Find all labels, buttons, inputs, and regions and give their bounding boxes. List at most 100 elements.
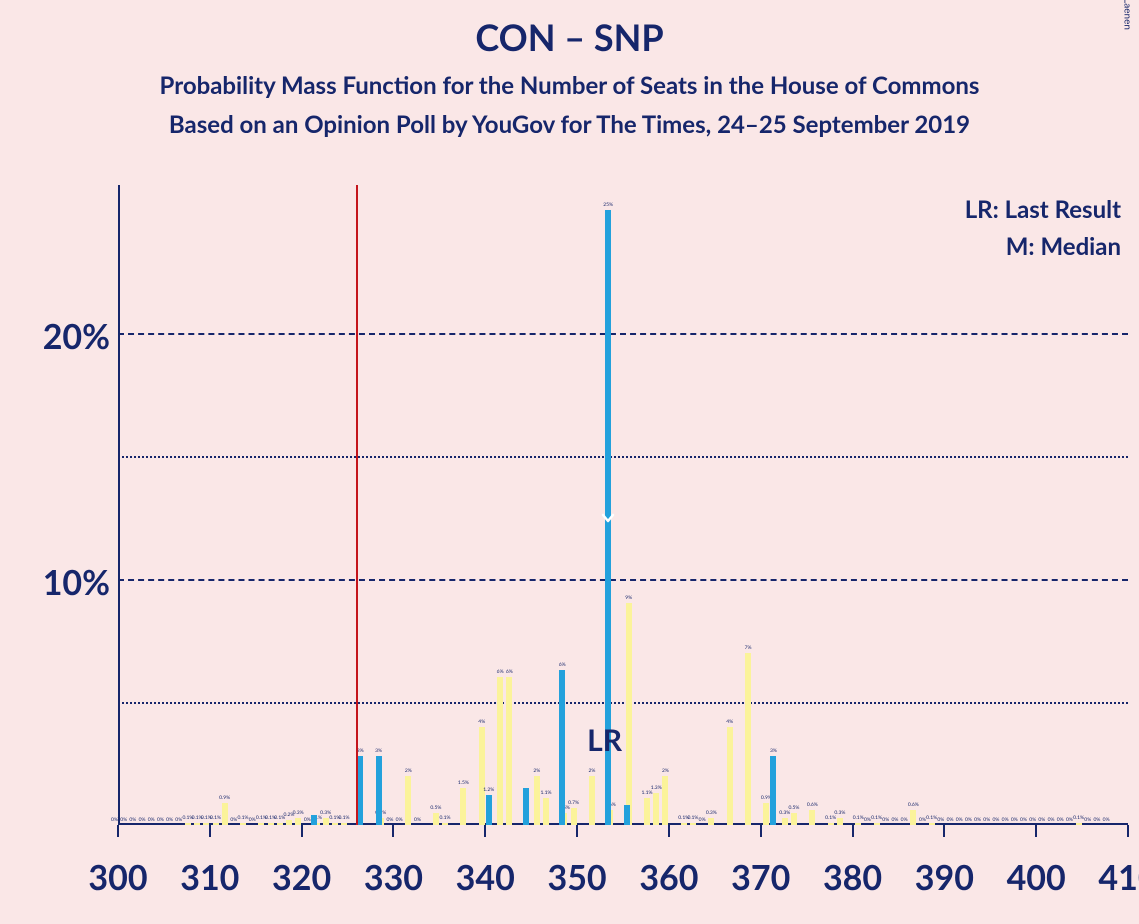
bar-yellow-label: 0%	[120, 817, 127, 823]
gridline	[118, 702, 1128, 704]
bar-blue	[311, 815, 317, 825]
bar-yellow-label: 0%	[992, 817, 999, 823]
x-axis-labels: 300310320330340350360370380390400410	[118, 842, 1128, 902]
bar-yellow-label: 0%	[974, 817, 981, 823]
y-tick-label: 10%	[43, 562, 110, 603]
bar-yellow	[534, 776, 540, 825]
bar-yellow-label: 0.3%	[834, 810, 845, 816]
y-axis-labels: 10% 20%	[20, 185, 110, 825]
bar-yellow	[763, 803, 769, 825]
bar-yellow	[460, 788, 466, 825]
median-arrow-icon	[601, 511, 615, 530]
bar-yellow	[855, 823, 861, 825]
bar-yellow-label: 0%	[1002, 817, 1009, 823]
bar-yellow-label: 0%	[304, 817, 311, 823]
gridline	[118, 456, 1128, 458]
bar-yellow-label: 0.7%	[568, 800, 579, 806]
bar-yellow-label: 0%	[1103, 817, 1110, 823]
bar-yellow	[662, 776, 668, 825]
bar-yellow	[929, 823, 935, 825]
x-tick-label: 390	[915, 857, 974, 898]
plot-area: 0%0%0%0%0%0%0%0%0.1%0.1%0.1%0.1%0.9%0%0.…	[118, 185, 1128, 825]
bar-yellow-label: 0%	[919, 817, 926, 823]
x-tick-label: 320	[272, 857, 331, 898]
bar-yellow-label: 0.9%	[219, 795, 230, 801]
bar-yellow-label: 2%	[405, 768, 412, 774]
x-tick	[392, 825, 394, 837]
bar-yellow	[690, 823, 696, 825]
bar-yellow-label: 0%	[111, 817, 118, 823]
bar-yellow-label: 0.3%	[706, 810, 717, 816]
bar-yellow	[727, 727, 733, 825]
bar-yellow-label: 4%	[478, 719, 485, 725]
bar-yellow-label: 0%	[891, 817, 898, 823]
bar-blue	[559, 670, 565, 825]
bar-yellow	[809, 810, 815, 825]
chart-title: CON – SNP	[0, 15, 1139, 59]
bar-yellow-label: 0%	[1029, 817, 1036, 823]
bar-yellow	[442, 823, 448, 825]
bar-yellow	[194, 823, 200, 825]
bar-blue-label: 3%	[357, 748, 364, 754]
bar-yellow-label: 0%	[937, 817, 944, 823]
bar-yellow-label: 0.1%	[238, 815, 249, 821]
bar-blue	[624, 805, 630, 825]
bar-blue	[376, 756, 382, 825]
bar-yellow-label: 1.1%	[541, 790, 552, 796]
bar-yellow	[323, 818, 329, 825]
bar-yellow	[286, 820, 292, 825]
bar-blue-label: 3%	[770, 748, 777, 754]
x-tick-label: 360	[639, 857, 698, 898]
bar-yellow	[497, 677, 503, 825]
x-tick-label: 350	[547, 857, 606, 898]
bar-blue-label: 1.2%	[483, 787, 494, 793]
bar-yellow-label: 0%	[882, 817, 889, 823]
bar-yellow-label: 0%	[965, 817, 972, 823]
bar-yellow-label: 6%	[506, 669, 513, 675]
chart-subtitle-2: Based on an Opinion Poll by YouGov for T…	[0, 110, 1139, 139]
bar-yellow	[653, 793, 659, 825]
bar-yellow	[268, 823, 274, 825]
bar-yellow-label: 4%	[726, 719, 733, 725]
bar-yellow	[543, 798, 549, 825]
bar-yellow	[708, 818, 714, 825]
bar-yellow-label: 0.5%	[430, 805, 441, 811]
bar-yellow-label: 0%	[699, 817, 706, 823]
x-tick	[1035, 825, 1037, 837]
bar-yellow	[828, 823, 834, 825]
y-tick-label: 20%	[43, 316, 110, 357]
bar-yellow	[258, 823, 264, 825]
bar-yellow-label: 7%	[745, 645, 752, 651]
bar-yellow	[506, 677, 512, 825]
bar-yellow-label: 2%	[533, 768, 540, 774]
bar-yellow-label: 0%	[1093, 817, 1100, 823]
bar-yellow-label: 0%	[230, 817, 237, 823]
x-tick	[301, 825, 303, 837]
bar-yellow	[910, 810, 916, 825]
bar-yellow	[240, 823, 246, 825]
bar-yellow-label: 0%	[1011, 817, 1018, 823]
x-tick	[576, 825, 578, 837]
bar-yellow	[791, 813, 797, 825]
x-tick-label: 370	[731, 857, 790, 898]
titles-block: CON – SNP Probability Mass Function for …	[0, 15, 1139, 149]
bar-yellow	[1076, 823, 1082, 825]
bar-yellow-label: 0%	[148, 817, 155, 823]
bar-yellow-label: 0.1%	[1073, 815, 1084, 821]
x-tick	[943, 825, 945, 837]
bar-yellow	[222, 803, 228, 825]
x-tick-label: 330	[364, 857, 423, 898]
bar-yellow-label: 0%	[386, 817, 393, 823]
bar-yellow	[626, 603, 632, 825]
bar-yellow-label: 0.1%	[853, 815, 864, 821]
bar-yellow	[571, 808, 577, 825]
x-tick	[209, 825, 211, 837]
x-tick-label: 410	[1098, 857, 1139, 898]
bar-yellow	[433, 813, 439, 825]
bar-yellow	[213, 823, 219, 825]
bar-yellow-label: 0%	[166, 817, 173, 823]
y-axis-line	[118, 185, 120, 825]
x-tick	[1127, 825, 1129, 837]
bar-blue-label: 6%	[559, 662, 566, 668]
bar-yellow	[745, 653, 751, 825]
